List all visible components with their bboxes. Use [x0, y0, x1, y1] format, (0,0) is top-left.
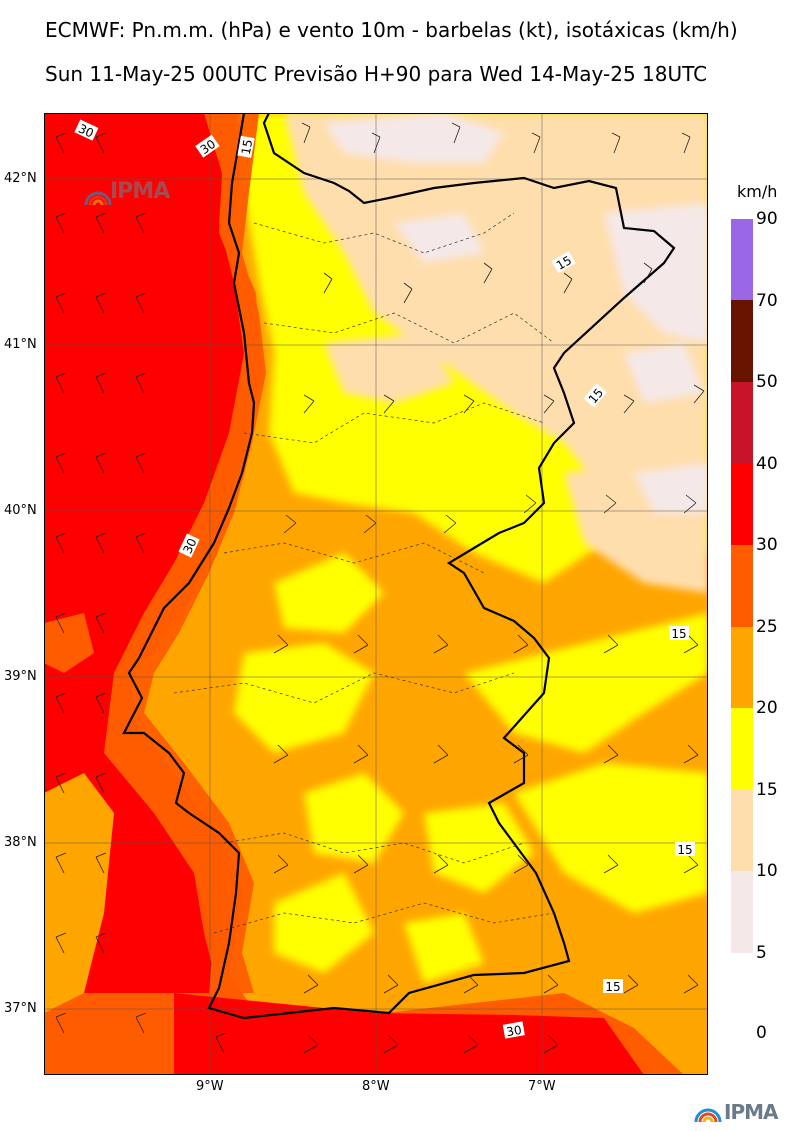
lat-label-40n: 40°N [4, 503, 37, 518]
contour-label: 15 [677, 843, 692, 857]
contour-label: 15 [239, 138, 255, 155]
contour-label: 15 [605, 980, 620, 994]
legend-bin-10-15 [731, 790, 753, 871]
portugal-border [122, 113, 676, 1020]
contour-label: 30 [76, 121, 96, 140]
legend-bin-70-90 [731, 219, 753, 300]
lon-label-8w: 8°W [362, 1079, 390, 1094]
legend-unit: km/h [737, 182, 778, 201]
legend-bin-15-20 [731, 708, 753, 790]
map-title: ECMWF: Pn.m.m. (hPa) e vento 10m - barbe… [45, 18, 738, 42]
color-legend [731, 219, 753, 953]
map-border [44, 113, 708, 1075]
ipma-map-watermark: IPMA [110, 179, 170, 204]
legend-label: 0 [756, 1023, 767, 1043]
coastal-orange-band [114, 113, 266, 993]
legend-label: 90 [756, 209, 778, 229]
legend-label: 40 [756, 454, 778, 474]
legend-bin-25-30 [731, 545, 753, 627]
legend-bin-40-50 [731, 382, 753, 464]
legend-label: 20 [756, 698, 778, 718]
lat-label-37n: 37°N [4, 1001, 37, 1016]
lat-label-41n: 41°N [4, 337, 37, 352]
ocean-orange-patch-southwest [44, 773, 114, 1013]
legend-label: 5 [756, 943, 767, 963]
wind-barbs [55, 122, 705, 1054]
ipma-footer-icon [694, 1108, 722, 1123]
ipma-rainbow-icon [84, 191, 112, 206]
legend-bin-50-70 [731, 300, 753, 382]
lon-label-7w: 7°W [528, 1079, 556, 1094]
legend-bin-30-40 [731, 464, 753, 545]
wind-speed-map: 30 30 15 15 15 30 15 15 15 30 [44, 113, 708, 1075]
legend-label: 25 [756, 617, 778, 637]
lat-label-42n: 42°N [4, 171, 37, 186]
contour-label: 15 [554, 253, 574, 273]
contour-label: 15 [671, 627, 686, 641]
legend-label: 50 [756, 372, 778, 392]
lat-label-39n: 39°N [4, 669, 37, 684]
forecast-time-subtitle: Sun 11-May-25 00UTC Previsão H+90 para W… [45, 62, 708, 86]
legend-bin-20-25 [731, 627, 753, 708]
legend-label: 30 [756, 535, 778, 555]
lon-label-9w: 9°W [196, 1079, 224, 1094]
ipma-footer-logo: IPMA [724, 1100, 778, 1124]
legend-label: 70 [756, 291, 778, 311]
legend-bin-5-10 [731, 871, 753, 953]
legend-label: 10 [756, 861, 778, 881]
ocean-red-dot [44, 613, 94, 673]
legend-label: 15 [756, 780, 778, 800]
contour-label: 30 [180, 536, 199, 556]
contour-label: 30 [505, 1023, 522, 1039]
pale-wind-areas [324, 113, 708, 513]
lat-label-38n: 38°N [4, 835, 37, 850]
district-boundaries [173, 212, 555, 934]
